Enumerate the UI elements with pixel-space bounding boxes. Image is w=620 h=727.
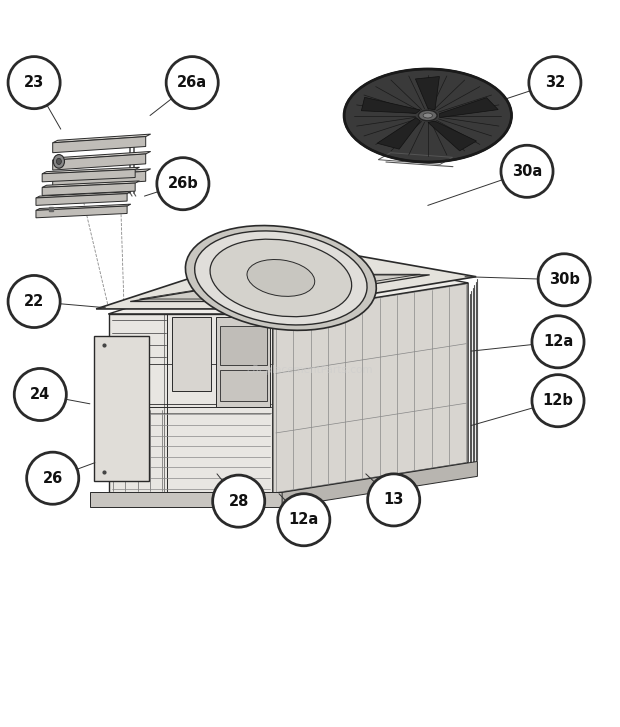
Text: 22: 22 xyxy=(24,294,44,309)
Polygon shape xyxy=(440,97,498,118)
Polygon shape xyxy=(36,206,127,218)
Polygon shape xyxy=(36,192,131,198)
Text: 26a: 26a xyxy=(177,75,207,90)
Circle shape xyxy=(538,254,590,306)
Ellipse shape xyxy=(195,231,367,325)
Polygon shape xyxy=(94,336,149,481)
Circle shape xyxy=(501,145,553,197)
Polygon shape xyxy=(42,167,140,174)
Polygon shape xyxy=(53,169,151,177)
Text: 24: 24 xyxy=(30,387,50,402)
Polygon shape xyxy=(220,370,267,401)
Text: eReplacementParts.com: eReplacementParts.com xyxy=(247,365,373,374)
Polygon shape xyxy=(428,121,477,150)
Polygon shape xyxy=(53,134,151,142)
Circle shape xyxy=(8,57,60,108)
Circle shape xyxy=(166,57,218,108)
Polygon shape xyxy=(415,76,440,110)
Text: 26: 26 xyxy=(43,470,63,486)
Ellipse shape xyxy=(56,158,61,164)
Polygon shape xyxy=(361,97,420,113)
Circle shape xyxy=(532,316,584,368)
Polygon shape xyxy=(96,244,476,309)
Circle shape xyxy=(27,452,79,505)
Ellipse shape xyxy=(247,260,315,297)
Polygon shape xyxy=(36,204,131,210)
Polygon shape xyxy=(282,462,477,507)
Ellipse shape xyxy=(423,113,432,118)
Polygon shape xyxy=(108,314,273,494)
Polygon shape xyxy=(220,326,267,365)
Polygon shape xyxy=(42,181,140,188)
Text: 13: 13 xyxy=(384,492,404,507)
Text: 30a: 30a xyxy=(512,164,542,179)
Text: 26b: 26b xyxy=(167,176,198,191)
Circle shape xyxy=(8,276,60,328)
Polygon shape xyxy=(216,317,270,407)
Polygon shape xyxy=(42,169,135,182)
Text: 12a: 12a xyxy=(543,334,573,349)
Polygon shape xyxy=(273,283,468,494)
Polygon shape xyxy=(42,183,135,196)
Ellipse shape xyxy=(418,111,437,121)
Polygon shape xyxy=(53,154,146,170)
Text: 12b: 12b xyxy=(542,393,574,408)
Circle shape xyxy=(532,374,584,427)
Circle shape xyxy=(368,474,420,526)
Ellipse shape xyxy=(185,225,376,330)
Circle shape xyxy=(14,369,66,420)
Ellipse shape xyxy=(344,69,512,162)
Ellipse shape xyxy=(210,239,352,317)
Text: 30b: 30b xyxy=(549,273,580,287)
Polygon shape xyxy=(53,137,146,153)
Text: 28: 28 xyxy=(229,494,249,509)
Text: 32: 32 xyxy=(545,75,565,90)
Circle shape xyxy=(213,475,265,527)
Polygon shape xyxy=(377,118,420,149)
Polygon shape xyxy=(36,193,127,206)
Circle shape xyxy=(278,494,330,546)
Text: 12a: 12a xyxy=(289,513,319,527)
Circle shape xyxy=(157,158,209,210)
Polygon shape xyxy=(108,252,468,314)
Polygon shape xyxy=(53,172,146,188)
Ellipse shape xyxy=(53,155,64,168)
Text: 23: 23 xyxy=(24,75,44,90)
Polygon shape xyxy=(53,151,151,160)
Circle shape xyxy=(529,57,581,108)
Polygon shape xyxy=(90,492,282,507)
Polygon shape xyxy=(172,317,211,391)
Polygon shape xyxy=(130,275,430,302)
